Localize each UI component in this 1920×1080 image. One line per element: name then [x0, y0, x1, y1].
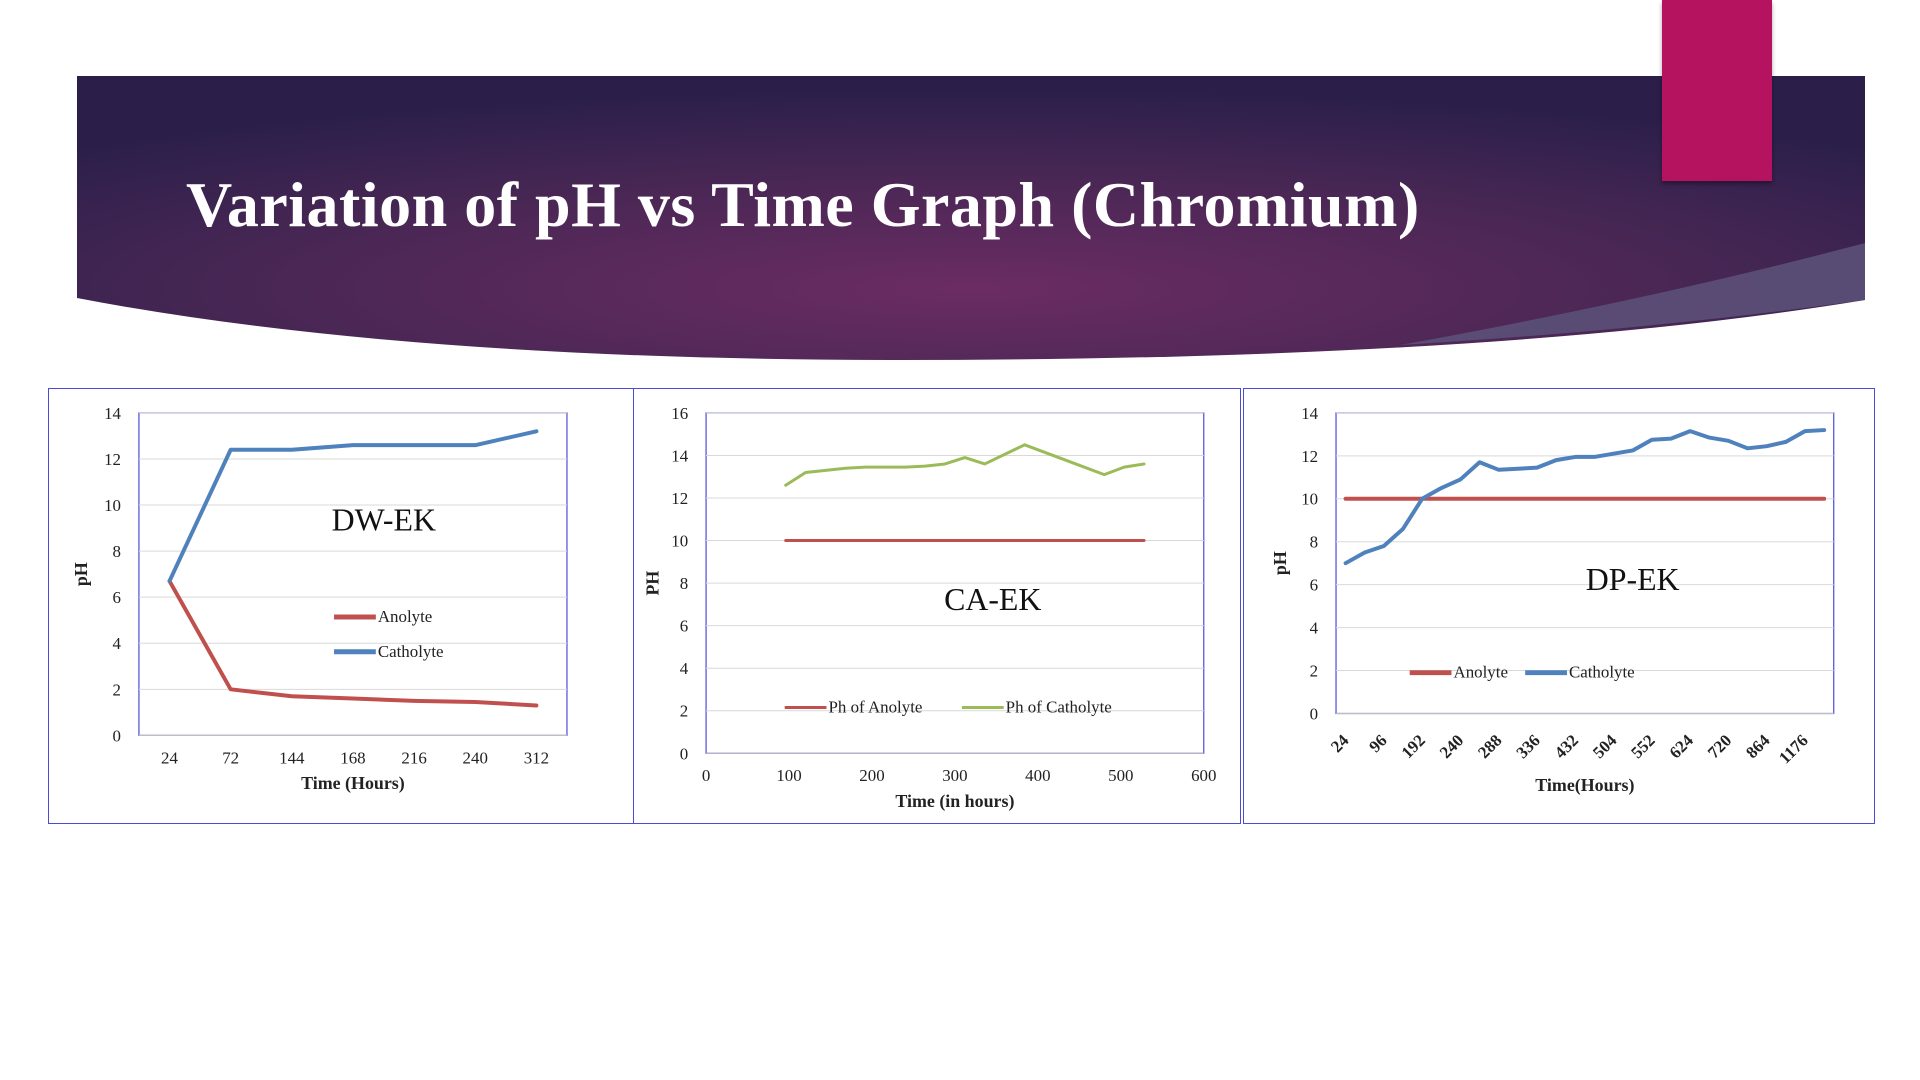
x-tick-label: 720: [1704, 731, 1735, 762]
legend-label-catholyte: Catholyte: [378, 642, 444, 661]
legend-label-anolyte: Anolyte: [378, 607, 432, 626]
y-tick-label: 10: [104, 496, 121, 515]
x-tick-label: 864: [1742, 730, 1774, 762]
y-tick-label: 14: [671, 446, 688, 465]
chart-panel-ca-ek: 0 2 4 6 8 10 12 14 16 0 100 200 300 400 500 600 Time (in…: [633, 388, 1241, 824]
y-tick-label: 0: [680, 744, 688, 763]
plot-area: [138, 412, 568, 737]
legend-label-ph-of-anolyte: Ph of Anolyte: [829, 698, 923, 717]
y-tick-label: 16: [671, 404, 688, 423]
y-tick-label: 0: [113, 726, 121, 745]
x-tick-label: 24: [161, 748, 178, 767]
y-tick-label: 14: [1301, 404, 1318, 423]
chart-label: DP-EK: [1586, 562, 1680, 597]
x-tick-label: 552: [1627, 731, 1658, 762]
y-tick-label: 6: [1310, 576, 1318, 595]
y-tick-label: 4: [1310, 619, 1319, 638]
x-tick-label: 24: [1327, 730, 1353, 756]
y-tick-label: 14: [104, 404, 121, 423]
banner-shape: [77, 76, 1865, 360]
series-line-catholyte: [1343, 428, 1827, 566]
y-tick-label: 12: [671, 489, 688, 508]
x-tick-label: 336: [1512, 731, 1543, 762]
y-tick-label: 4: [680, 659, 689, 678]
y-axis-title: pH: [71, 562, 91, 586]
x-tick-label: 400: [1025, 766, 1050, 785]
x-tick-label: 504: [1589, 730, 1621, 762]
x-tick-label: 192: [1398, 731, 1429, 762]
x-tick-label: 100: [776, 766, 801, 785]
x-tick-label: 600: [1191, 766, 1216, 785]
series-line-ph-of-catholyte: [784, 443, 1146, 487]
accent-tab: [1662, 0, 1772, 181]
x-axis-title: Time(Hours): [1535, 775, 1634, 796]
y-tick-label: 2: [1310, 662, 1318, 681]
x-tick-label: 288: [1474, 731, 1505, 762]
y-tick-label: 2: [680, 702, 688, 721]
x-axis-title: Time (Hours): [301, 773, 405, 794]
y-tick-label: 2: [113, 680, 121, 699]
x-tick-label: 144: [279, 748, 305, 767]
y-tick-label: 10: [671, 532, 688, 551]
y-tick-label: 12: [1301, 447, 1318, 466]
y-tick-label: 4: [113, 634, 122, 653]
x-tick-label: 300: [942, 766, 967, 785]
x-tick-label: 0: [702, 766, 710, 785]
y-tick-label: 6: [680, 617, 688, 636]
chart-panel-dw-ek: 0 2 4 6 8 10 12 14 24 72 144 168 216 240 312 Time (Hour…: [48, 388, 634, 824]
chart-label: DW-EK: [332, 502, 436, 537]
y-tick-label: 0: [1310, 704, 1318, 723]
title-banner: [77, 76, 1865, 360]
y-tick-label: 10: [1301, 490, 1318, 509]
slide-title: Variation of pH vs Time Graph (Chromium): [186, 169, 1420, 240]
y-axis-title: pH: [1270, 551, 1290, 575]
x-tick-label: 200: [859, 766, 884, 785]
y-tick-label: 8: [1310, 533, 1318, 552]
legend-label-ph-of-catholyte: Ph of Catholyte: [1006, 698, 1112, 717]
x-tick-label: 216: [401, 748, 426, 767]
y-tick-label: 12: [104, 450, 121, 469]
x-tick-label: 96: [1365, 731, 1390, 756]
y-tick-label: 6: [113, 588, 121, 607]
y-axis-title: PH: [642, 571, 662, 596]
x-tick-label: 1176: [1775, 731, 1812, 768]
chart-ca-ek: 0 2 4 6 8 10 12 14 16 0 100 200 300 400 500 600 Time (in…: [642, 404, 1216, 812]
x-tick-label: 72: [222, 748, 239, 767]
x-tick-label: 500: [1108, 766, 1133, 785]
x-tick-label: 240: [1436, 731, 1467, 762]
legend-label-anolyte: Anolyte: [1453, 663, 1507, 682]
chart-panel-dp-ek: 0 2 4 6 8 10 12 14 24 96 192 240 288 336 432 504 552 624 7…: [1243, 388, 1875, 824]
chart-label: CA-EK: [944, 582, 1041, 617]
y-tick-label: 8: [680, 574, 688, 593]
x-tick-label: 432: [1551, 731, 1582, 762]
x-tick-label: 168: [340, 748, 365, 767]
x-axis-title: Time (in hours): [895, 791, 1014, 812]
x-tick-label: 624: [1666, 730, 1698, 762]
y-tick-label: 8: [113, 542, 121, 561]
x-tick-label: 312: [524, 748, 549, 767]
x-tick-label: 240: [463, 748, 488, 767]
banner-swoosh: [1400, 243, 1865, 345]
legend-label-catholyte: Catholyte: [1569, 663, 1635, 682]
